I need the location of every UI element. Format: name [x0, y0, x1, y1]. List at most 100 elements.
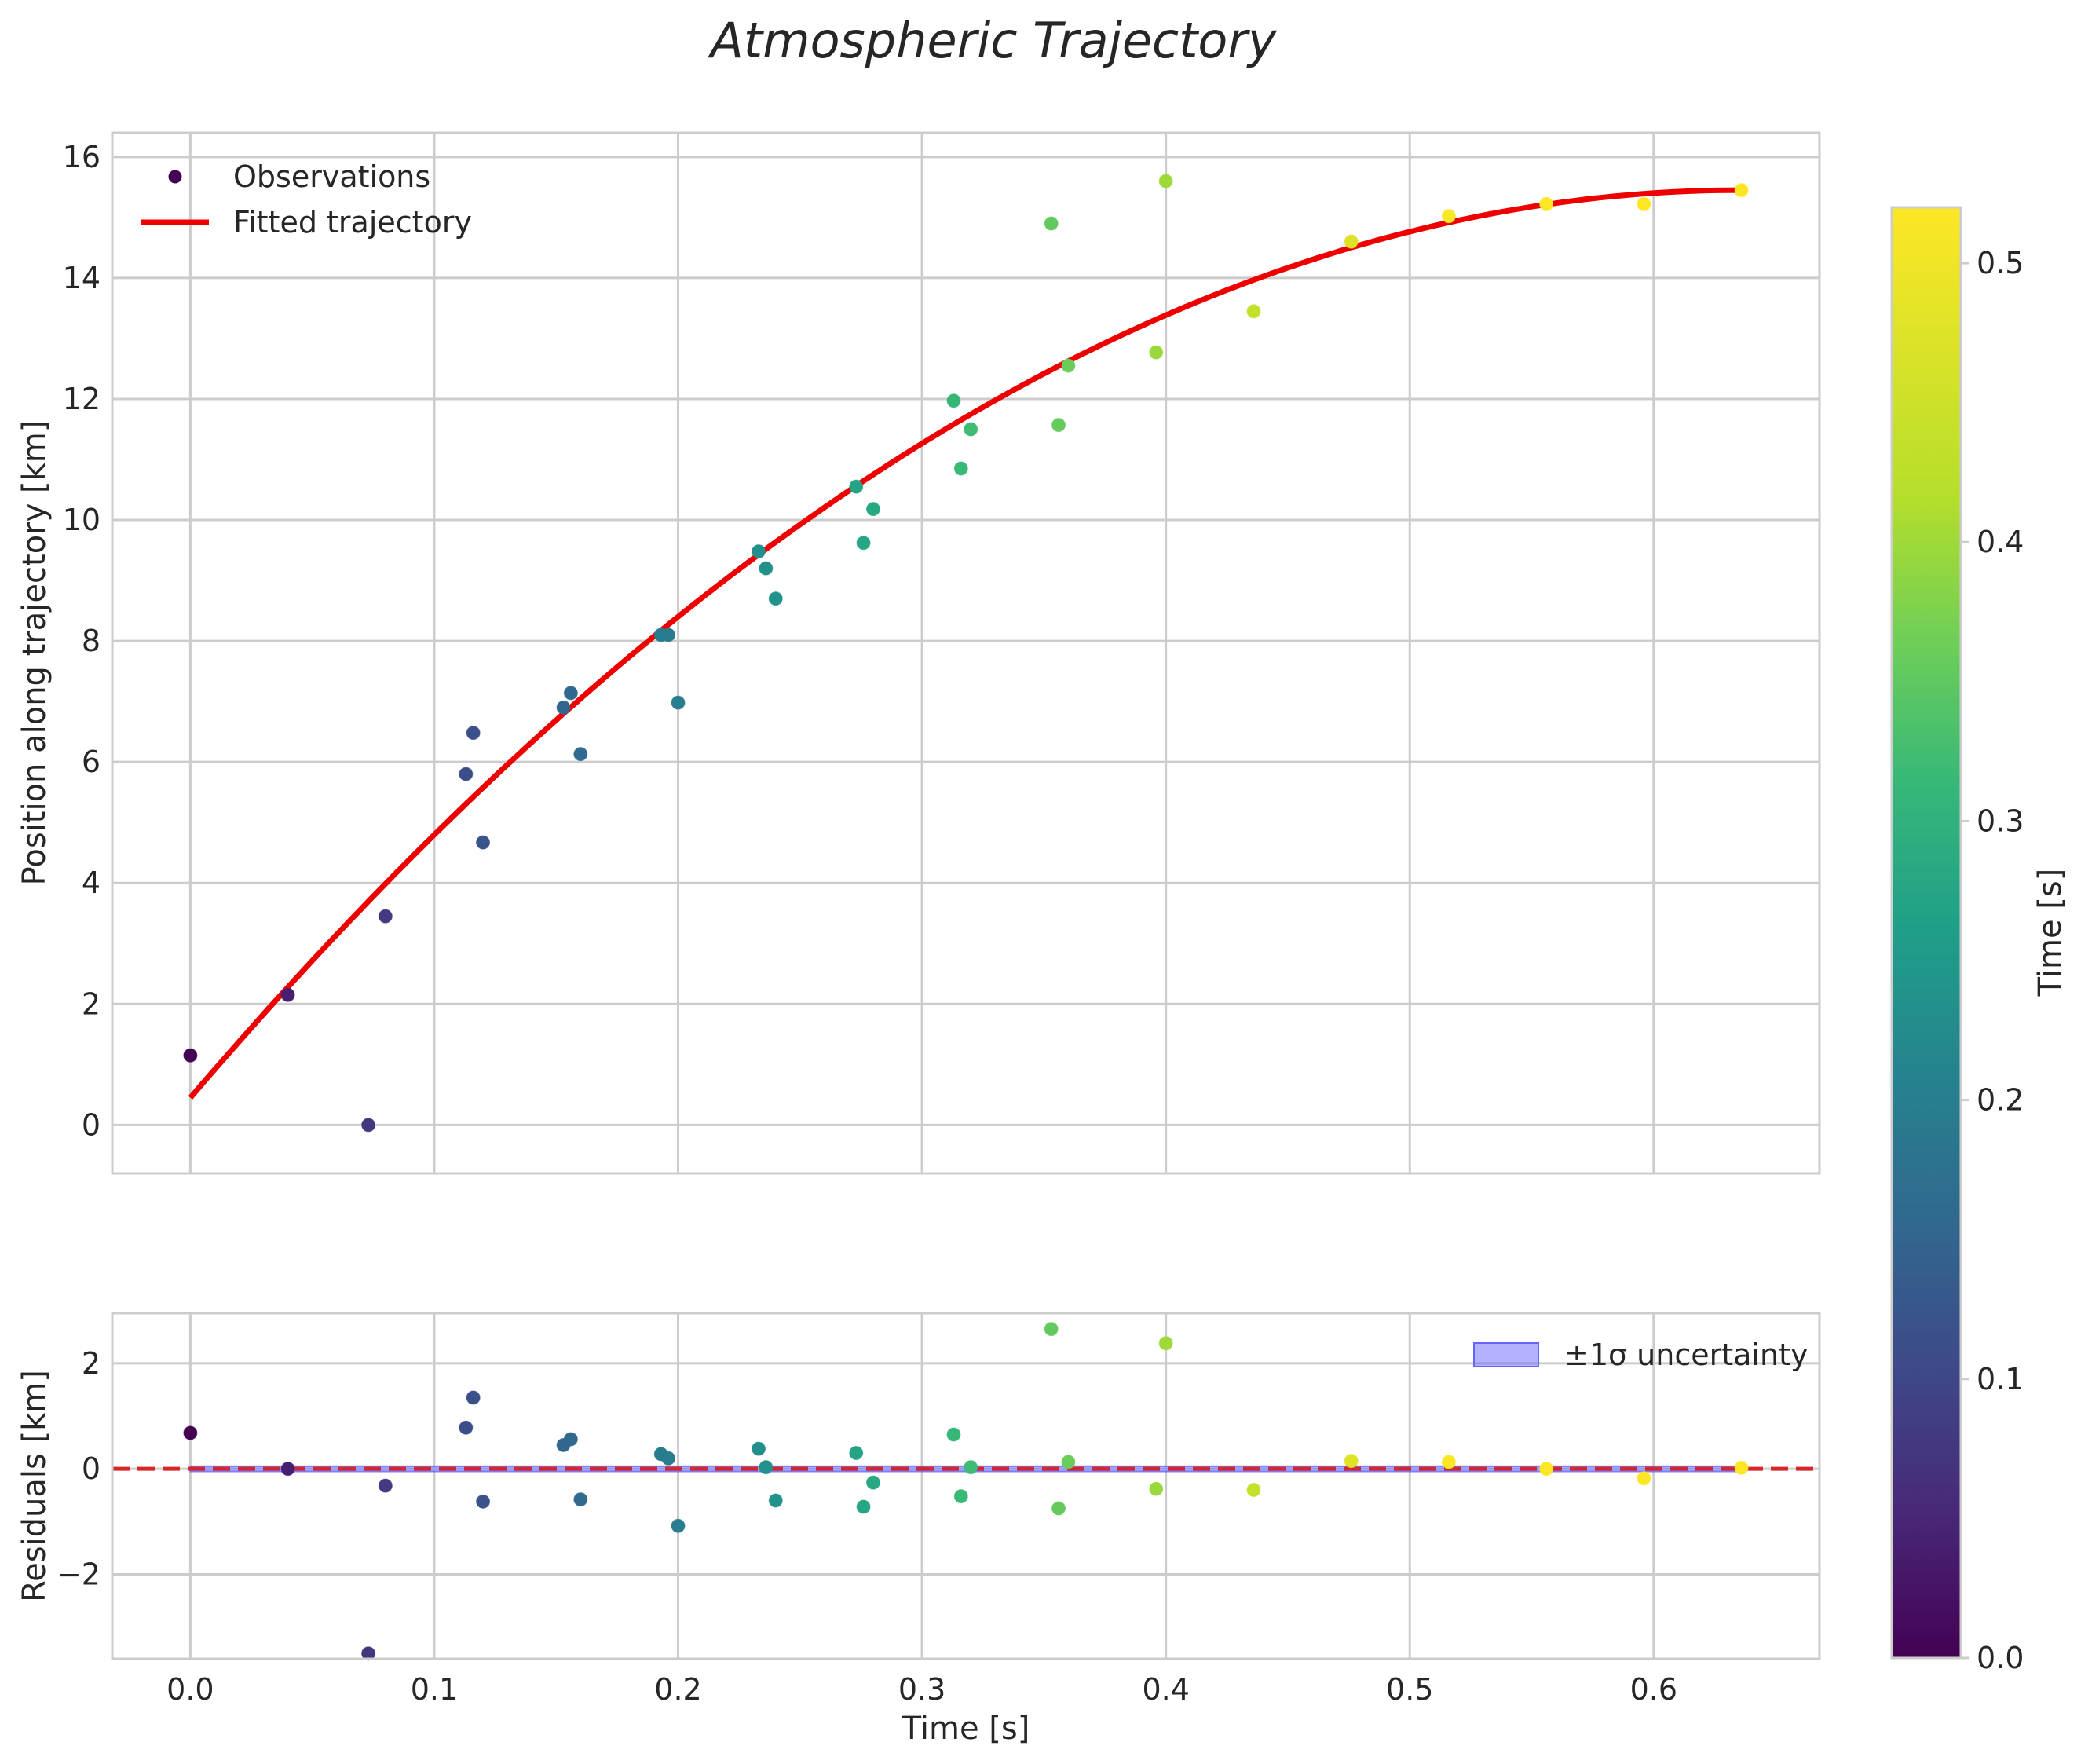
- observation-point: [953, 461, 968, 476]
- x-tick-label: 0.0: [166, 1672, 214, 1707]
- y-tick-label: 0: [82, 1107, 101, 1142]
- residual-point: [1539, 1462, 1554, 1477]
- top-legend: Observations Fitted trajectory: [141, 159, 472, 240]
- x-axis-label: Time [s]: [902, 1711, 1030, 1747]
- observation-point: [865, 502, 880, 517]
- x-axis-ticks: 0.0 0.1 0.2 0.3 0.4 0.5 0.6: [166, 1672, 1677, 1707]
- residual-point: [865, 1475, 880, 1490]
- legend-band-label: ±1σ uncertainty: [1564, 1338, 1808, 1372]
- y-tick-label: −2: [57, 1557, 101, 1592]
- residual-point: [466, 1390, 481, 1405]
- y-tick-label: 2: [82, 986, 101, 1021]
- observation-point: [856, 536, 871, 551]
- bottom-panel-frame: [111, 1312, 1821, 1660]
- residual-point: [946, 1427, 961, 1442]
- observation-point: [1539, 196, 1554, 211]
- residual-point: [280, 1462, 295, 1477]
- top-panel-ylabel: Position along trajectory [km]: [16, 420, 53, 886]
- bottom-panel-y-ticks: 2 0 −2: [57, 1346, 101, 1592]
- observation-point: [1051, 418, 1066, 433]
- observation-point: [466, 726, 481, 741]
- observation-point: [1441, 209, 1456, 224]
- top-panel-y-ticks: 0 2 4 6 8 10 12 14 16: [63, 140, 101, 1143]
- residual-point: [1061, 1455, 1076, 1469]
- observation-point: [661, 628, 676, 642]
- x-tick-label: 0.3: [898, 1672, 945, 1707]
- fitted-trajectory-line: [188, 187, 1742, 1100]
- y-tick-label: 8: [82, 624, 101, 658]
- x-tick-label: 0.2: [654, 1672, 701, 1707]
- colorbar-ticks: 0.0 0.1 0.2 0.3 0.4 0.5: [1961, 246, 2024, 1675]
- observation-point: [1637, 196, 1651, 211]
- residual-point: [856, 1499, 871, 1514]
- residual-point: [752, 1441, 766, 1456]
- residual-point: [378, 1478, 393, 1493]
- y-tick-label: 2: [82, 1346, 101, 1381]
- observation-points: [183, 174, 1749, 1133]
- observation-point: [759, 561, 774, 576]
- observation-point: [573, 747, 588, 762]
- observation-point: [1344, 234, 1359, 249]
- y-tick-label: 14: [63, 261, 101, 295]
- x-tick-label: 0.1: [411, 1672, 458, 1707]
- residual-point: [563, 1432, 578, 1447]
- legend-fit-label: Fitted trajectory: [233, 205, 472, 240]
- observation-point: [946, 393, 961, 408]
- y-tick-label: 4: [82, 866, 101, 900]
- residual-point: [759, 1460, 774, 1475]
- observation-point: [378, 909, 393, 924]
- observation-point: [1158, 174, 1173, 188]
- top-panel-grid: [112, 133, 1820, 1173]
- observation-point: [768, 591, 783, 606]
- residual-point: [849, 1446, 864, 1461]
- observation-point: [280, 987, 295, 1002]
- chart-title: Atmospheric Trajectory: [707, 12, 1277, 69]
- residual-point: [1246, 1483, 1261, 1498]
- observation-point: [1044, 216, 1059, 231]
- observation-point: [556, 700, 571, 715]
- residual-point: [1441, 1455, 1456, 1469]
- residual-point: [671, 1518, 686, 1533]
- observation-point: [1734, 183, 1749, 198]
- residual-point: [1044, 1322, 1059, 1337]
- residual-point: [953, 1489, 968, 1504]
- observation-point: [476, 835, 491, 850]
- bottom-panel-ylabel: Residuals [km]: [16, 1370, 53, 1602]
- observation-point: [671, 695, 686, 710]
- colorbar-tick-label: 0.3: [1977, 803, 2024, 838]
- residual-point: [183, 1425, 198, 1440]
- y-tick-label: 6: [82, 745, 101, 779]
- colorbar-tick-label: 0.2: [1977, 1083, 2024, 1118]
- observation-point: [459, 767, 474, 781]
- residual-point: [1158, 1336, 1173, 1351]
- y-tick-label: 10: [63, 503, 101, 537]
- observation-point: [752, 544, 766, 559]
- colorbar-tick-label: 0.0: [1977, 1641, 2024, 1675]
- y-tick-label: 12: [63, 382, 101, 416]
- residual-point: [1051, 1501, 1066, 1516]
- residual-point: [964, 1460, 978, 1475]
- y-tick-label: 0: [82, 1451, 101, 1486]
- residual-point: [361, 1646, 376, 1661]
- y-tick-label: 16: [63, 140, 101, 174]
- observation-point: [1246, 304, 1261, 319]
- legend-observations-label: Observations: [233, 159, 430, 194]
- residual-point: [661, 1451, 676, 1466]
- top-panel-frame: [111, 131, 1821, 1175]
- residual-point: [1734, 1460, 1749, 1475]
- observation-point: [849, 479, 864, 494]
- x-tick-label: 0.4: [1142, 1672, 1189, 1707]
- observation-point: [1149, 345, 1164, 360]
- residual-point: [1149, 1481, 1164, 1496]
- residual-point: [459, 1420, 474, 1435]
- colorbar: [1890, 206, 1962, 1660]
- x-tick-label: 0.6: [1630, 1672, 1677, 1707]
- residual-point: [573, 1492, 588, 1507]
- legend-band-swatch: [1473, 1342, 1539, 1367]
- observation-point: [183, 1048, 198, 1063]
- colorbar-tick-label: 0.1: [1977, 1362, 2024, 1396]
- legend-observations-marker: [168, 170, 182, 184]
- x-tick-label: 0.5: [1386, 1672, 1433, 1707]
- residual-point: [476, 1494, 491, 1509]
